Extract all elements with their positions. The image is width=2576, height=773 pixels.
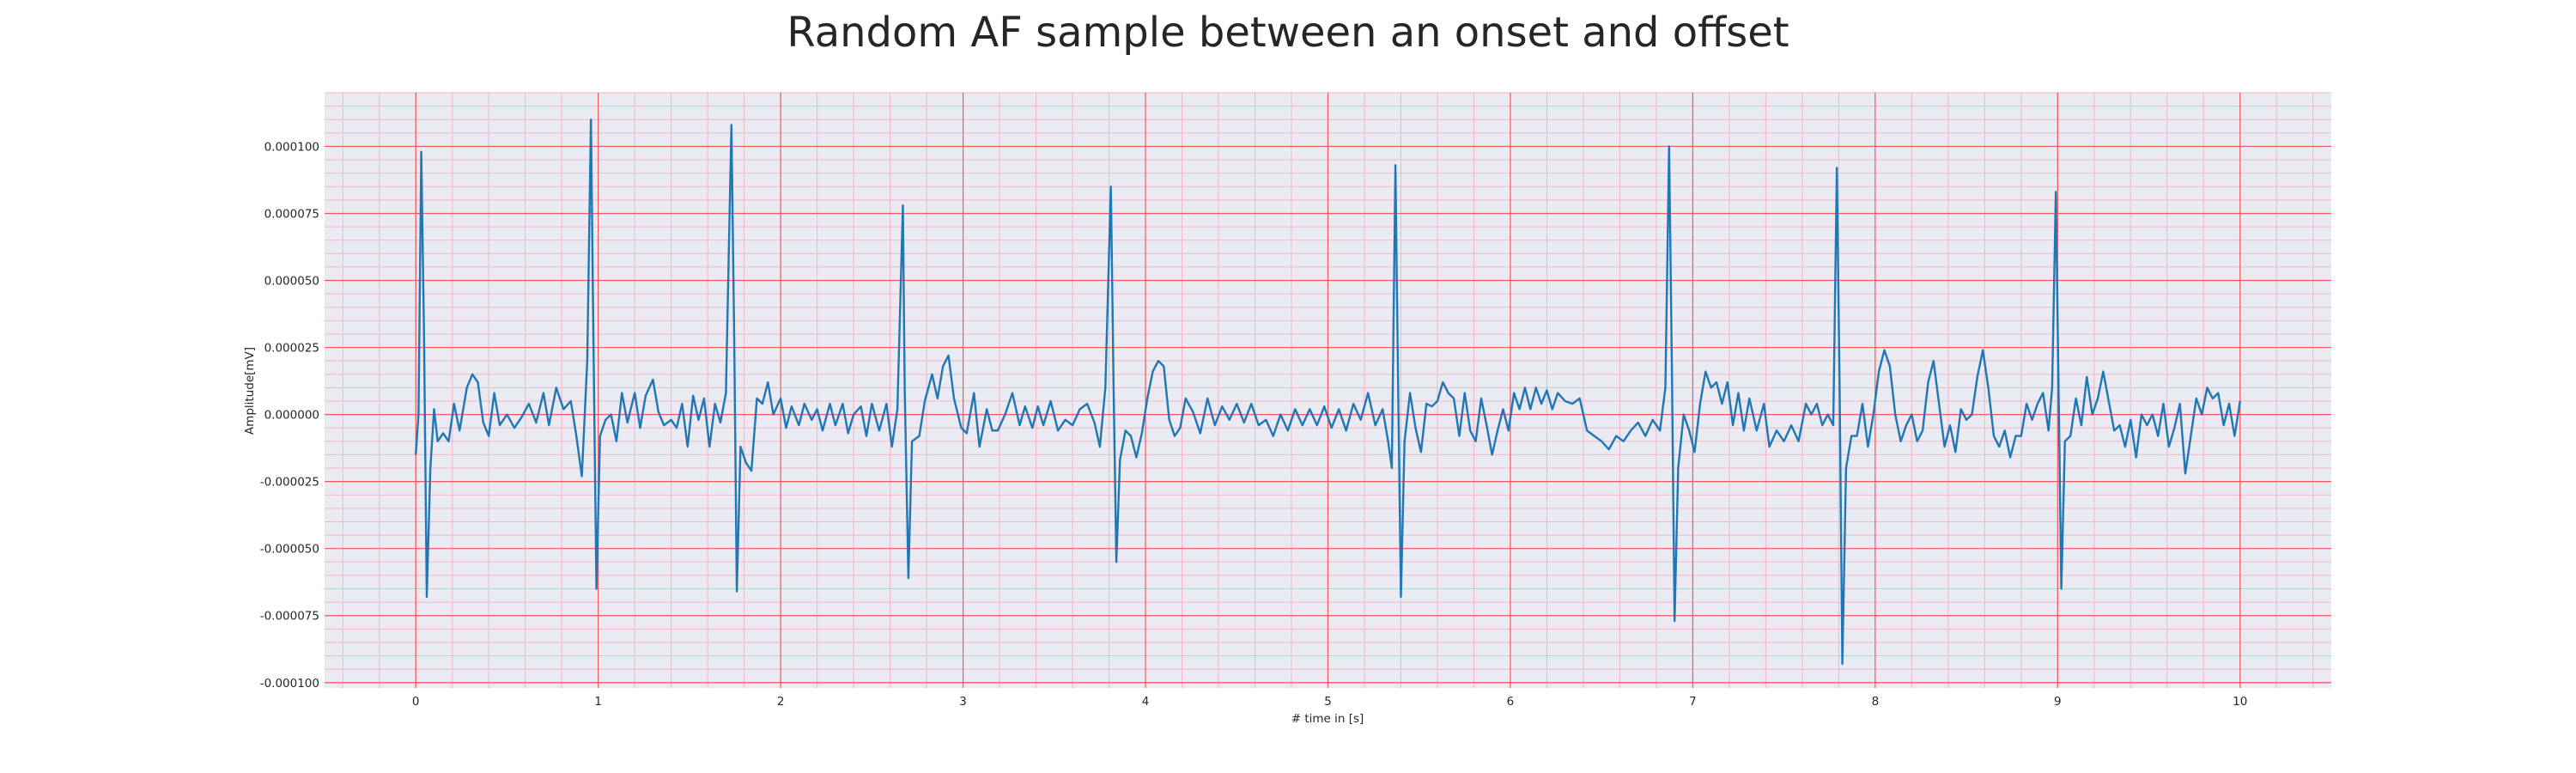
y-tick-label: 0.000100: [264, 140, 319, 154]
y-tick-label: 0.000000: [264, 409, 319, 423]
y-tick-label: -0.000075: [260, 610, 319, 624]
x-tick-label: 0: [412, 695, 420, 709]
y-tick-label: -0.000050: [260, 543, 319, 557]
x-tick-label: 1: [594, 695, 602, 709]
x-tick-label: 5: [1324, 695, 1332, 709]
chart-title: Random AF sample between an onset and of…: [787, 9, 1789, 57]
y-tick-label: -0.000100: [260, 677, 319, 691]
x-tick-label: 6: [1507, 695, 1515, 709]
y-tick-label: 0.000025: [264, 342, 319, 356]
x-axis-label: # time in [s]: [1291, 712, 1364, 726]
x-tick-label: 9: [2054, 695, 2062, 709]
x-tick-label: 8: [1872, 695, 1880, 709]
y-axis-ticks: -0.000100 -0.000075 -0.000050 -0.000025 0.00…: [260, 140, 319, 690]
x-tick-label: 3: [959, 695, 967, 709]
x-tick-label: 10: [2233, 695, 2247, 709]
y-axis-label: Amplitude[mV]: [243, 347, 257, 435]
x-axis-ticks: 0 1 2 3 4 5 6 7 8 9 10: [412, 695, 2247, 709]
x-tick-label: 7: [1689, 695, 1697, 709]
y-tick-label: 0.000050: [264, 275, 319, 289]
x-tick-label: 4: [1142, 695, 1150, 709]
y-tick-label: -0.000025: [260, 476, 319, 490]
x-tick-label: 2: [777, 695, 785, 709]
y-tick-label: 0.000075: [264, 207, 319, 221]
